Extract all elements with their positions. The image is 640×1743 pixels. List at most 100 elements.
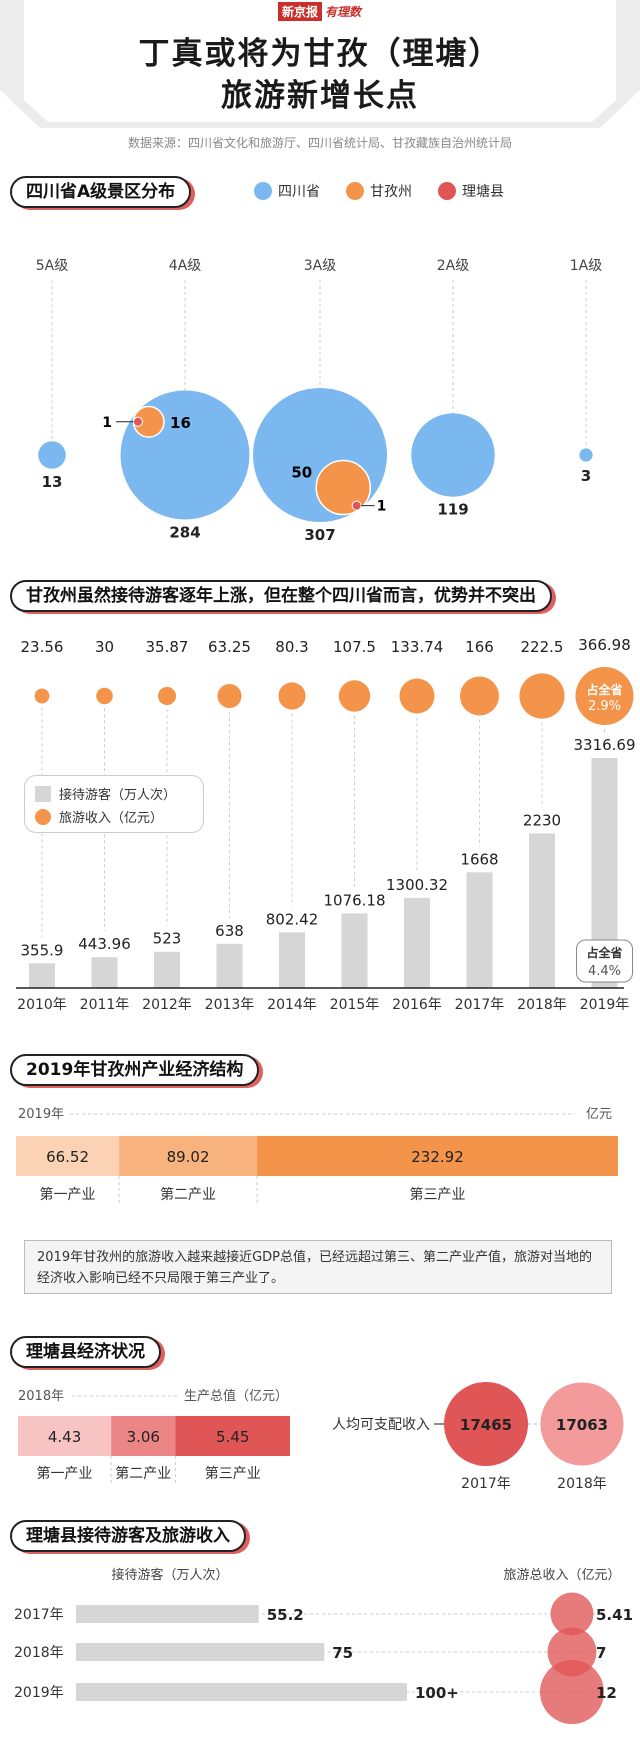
legend-label-income: 旅游收入（亿元） (59, 811, 164, 826)
legend-scenic-areas: 四川省 甘孜州 理塘县 (254, 181, 504, 201)
masthead-logo: 新京报 有理数 (278, 1, 362, 21)
chart-litang-tourism: 接待游客（万人次） 旅游总收入（亿元） 2017年 55.2 2018年 75 2019年 1… (14, 1567, 633, 1724)
bubble-income (519, 673, 565, 719)
bubble-income (278, 682, 306, 710)
legend-dot-ganzi (346, 182, 364, 200)
bubble-income (575, 667, 634, 725)
legend-label-litang: 理塘县 (462, 184, 504, 200)
bubble-income (540, 1382, 624, 1466)
value-label-income: 63.25 (208, 638, 251, 656)
masthead-brand: 新京报 (278, 1, 323, 21)
value-label-income: 7 (596, 1644, 606, 1662)
legend-label-sichuan: 四川省 (278, 184, 320, 200)
stacked-segment (119, 1136, 258, 1176)
value-label-income: 80.3 (275, 638, 308, 656)
segment-category-label: 第三产业 (410, 1186, 466, 1203)
value-label-visitors: 100+ (415, 1684, 459, 1702)
bar-visitors (341, 913, 368, 988)
data-source: 数据来源：四川省文化和旅游厅、四川省统计局、甘孜藏族自治州统计局 (127, 136, 512, 150)
value-label-visitors: 1076.18 (323, 891, 385, 909)
bar-visitors (404, 897, 430, 988)
value-label-sichuan: 13 (42, 473, 63, 491)
bar-visitors (154, 951, 180, 988)
segment-value-label: 5.45 (216, 1428, 249, 1446)
segment-category-label: 第二产业 (160, 1186, 216, 1203)
bubble-income (399, 678, 435, 714)
value-label-income: 30 (95, 638, 114, 656)
y-tick-label: 2019年 (14, 1685, 64, 1701)
bubble-income (338, 680, 371, 712)
bubble-income (540, 1660, 604, 1724)
x-tick-label: 2018年 (517, 997, 567, 1010)
y-tick-label: 2017年 (14, 1607, 64, 1623)
segment-category-label: 第一产业 (40, 1186, 96, 1203)
value-label-income: 107.5 (333, 638, 376, 656)
segment-value-label: 89.02 (167, 1148, 210, 1166)
share-income-label: 占全省 (586, 682, 622, 697)
segment-category-label: 第三产业 (205, 1465, 261, 1482)
value-label-income: 23.56 (21, 638, 64, 656)
bubble-income (217, 683, 242, 709)
section-title-litang-tourism: 理塘县接待游客及旅游收入 (10, 1520, 246, 1552)
legend-label-visitors: 接待游客（万人次） (59, 788, 177, 803)
stacked-segment (16, 1136, 120, 1176)
x-tick-label: 2016年 (392, 997, 442, 1010)
value-label-litang: 1 (102, 415, 112, 431)
value-label-visitors: 638 (215, 922, 244, 940)
bubble-value-label: 17465 (460, 1416, 512, 1434)
category-label: 1A级 (570, 258, 602, 274)
share-visitors-value: 4.4% (588, 964, 621, 979)
masthead-column: 有理数 (325, 4, 362, 19)
section-title-scenic-areas: 四川省A级景区分布 (10, 176, 192, 208)
bar-visitors (76, 1643, 325, 1661)
chart-scenic-area-bubbles: 5A级 13 4A级 284 1 16 3A级 307 1 50 2A级 119 1A级 3 (36, 258, 602, 544)
bar-visitors (76, 1683, 407, 1701)
bubble-sichuan (579, 448, 593, 462)
value-label-income: 133.74 (391, 638, 444, 656)
page-title-line2: 旅游新增长点 (221, 78, 419, 114)
axis-label-income: 旅游总收入（亿元） (503, 1568, 620, 1583)
value-label-ganzi: 50 (291, 464, 312, 482)
value-label-litang: 1 (377, 499, 387, 515)
x-tick-label: 2015年 (330, 997, 380, 1010)
bubble-value-label: 17063 (556, 1416, 608, 1434)
stacked-segment (175, 1416, 290, 1456)
value-label-visitors: 1668 (460, 850, 498, 868)
value-label-income: 166 (465, 638, 494, 656)
bar-visitors (466, 872, 493, 988)
chart-litang-economy: 2018年 生产总值（亿元） 4.43 第一产业 3.06 第二产业 5.45 第三产业 人均可… (18, 1382, 624, 1492)
x-tick-label: 2010年 (17, 997, 67, 1010)
legend-swatch-visitors (35, 785, 51, 802)
bubble-year-label: 2018年 (557, 1476, 607, 1492)
bar-visitors (279, 932, 305, 988)
bubble-income (157, 686, 177, 706)
axis-label-visitors: 接待游客（万人次） (111, 1567, 228, 1583)
stacked-segment (257, 1136, 618, 1176)
bar-visitors (91, 957, 118, 988)
category-label: 2A级 (437, 258, 469, 274)
category-label: 3A级 (304, 258, 336, 274)
segment-value-label: 4.43 (48, 1428, 81, 1446)
section-title-tourism-trend: 甘孜州虽然接待游客逐年上涨，但在整个四川省而言，优势并不突出 (10, 580, 552, 612)
x-tick-label: 2019年 (580, 997, 630, 1010)
value-label-income: 35.87 (146, 638, 189, 656)
x-tick-label: 2014年 (267, 997, 317, 1010)
share-visitors-box (576, 939, 633, 983)
value-label-income: 12 (596, 1684, 617, 1702)
value-label-income: 366.98 (578, 636, 631, 654)
legend-swatch-income (35, 808, 51, 825)
segment-value-label: 232.92 (411, 1148, 464, 1166)
bubble-litang (132, 416, 143, 427)
value-label-visitors: 355.9 (21, 941, 64, 959)
bubble-sichuan (411, 413, 495, 497)
chart-industry-structure: 2019年 亿元 66.52 第一产业 89.02 第二产业 232.92 第三产业 (16, 1107, 618, 1204)
stacked-segment (18, 1416, 112, 1456)
section-title-litang-economy: 理塘县经济状况 (10, 1336, 161, 1368)
segment-category-label: 第一产业 (37, 1465, 93, 1482)
value-label-sichuan: 284 (169, 523, 200, 541)
bar-visitors (29, 963, 55, 988)
bar-visitors (76, 1605, 259, 1623)
value-label-sichuan: 307 (304, 526, 335, 544)
bubble-income (550, 1592, 594, 1636)
industry-note: 2019年甘孜州的旅游收入越来越接近GDP总值，已经远超过第三、第二产业产值，旅… (24, 1240, 612, 1294)
